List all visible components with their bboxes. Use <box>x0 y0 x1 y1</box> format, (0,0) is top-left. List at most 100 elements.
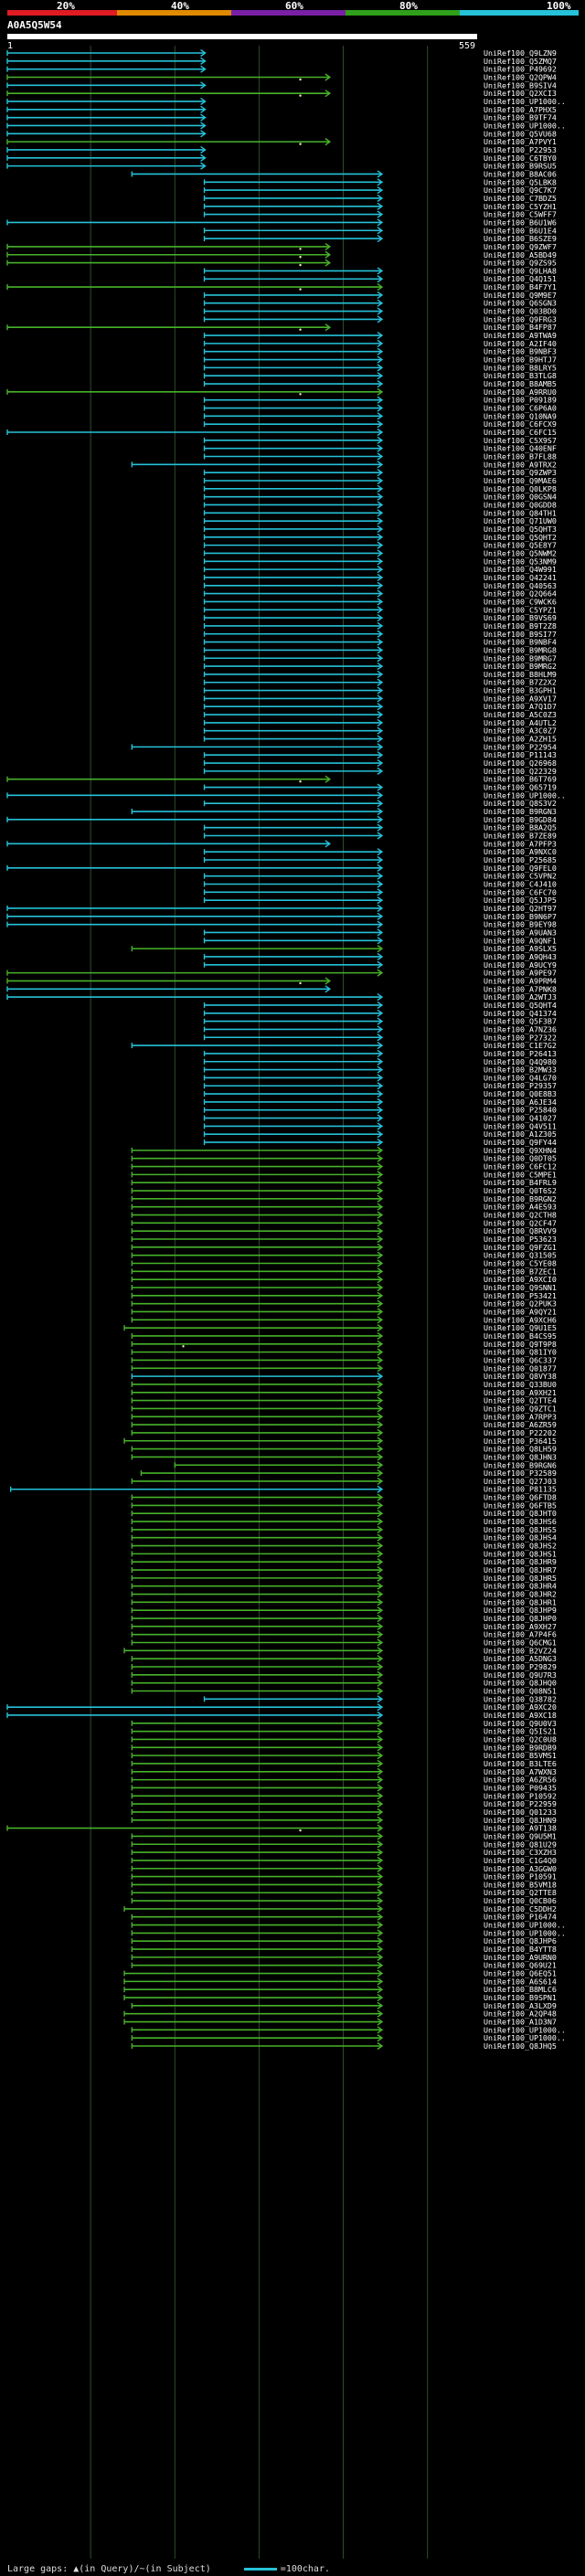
hit-label[interactable]: UniRef100_Q9LHA8 <box>484 266 557 275</box>
hit-label[interactable]: UniRef100_C6FC70 <box>484 887 557 896</box>
hit-row[interactable]: UniRef100_Q4LG70 <box>203 1073 557 1082</box>
hit-row[interactable]: UniRef100_Q9M9E7 <box>203 291 557 300</box>
hit-row[interactable]: UniRef100_Q9U0V3 <box>131 1719 557 1728</box>
hit-row[interactable]: UniRef100_C6FC70 <box>203 887 557 896</box>
hit-label[interactable]: UniRef100_UP1000.. <box>484 790 566 800</box>
hit-row[interactable]: UniRef100_Q8JHN3 <box>131 1452 557 1461</box>
hit-label[interactable]: UniRef100_C6FC12 <box>484 1162 557 1171</box>
hit-row[interactable]: UniRef100_Q53NM9 <box>203 557 557 566</box>
hit-label[interactable]: UniRef100_A2IF40 <box>484 339 557 348</box>
hit-label[interactable]: UniRef100_B9EY98 <box>484 920 557 929</box>
hit-row[interactable]: UniRef100_A9NXC0 <box>203 847 557 856</box>
hit-label[interactable]: UniRef100_Q9XHN4 <box>484 1146 557 1155</box>
hit-row[interactable]: UniRef100_A9TRX2 <box>131 460 557 469</box>
hit-row[interactable]: UniRef100_B3GPH1 <box>203 686 557 695</box>
hit-row[interactable]: UniRef100_Q2CF47 <box>131 1218 557 1227</box>
hit-label[interactable]: UniRef100_Q9FZG1 <box>484 1243 557 1252</box>
hit-row[interactable]: UniRef100_Q0GSN4 <box>203 493 557 502</box>
hit-label[interactable]: UniRef100_UP1000.. <box>484 97 566 106</box>
hit-row[interactable]: UniRef100_B9GD84 <box>6 815 557 824</box>
hit-row[interactable]: UniRef100_A9PE97 <box>6 969 557 978</box>
hit-row[interactable]: UniRef100_B6U1W6 <box>6 217 557 227</box>
hit-row[interactable]: UniRef100_Q2Q664 <box>203 589 557 599</box>
hit-label[interactable]: UniRef100_Q9M9E7 <box>484 291 557 300</box>
hit-row[interactable]: UniRef100_Q9LZN9 <box>6 48 557 58</box>
hit-label[interactable]: UniRef100_P53623 <box>484 1235 557 1244</box>
hit-row[interactable]: UniRef100_Q33BU0 <box>131 1380 557 1389</box>
hit-label[interactable]: UniRef100_P09189 <box>484 396 557 405</box>
hit-row[interactable]: UniRef100_C6TBY0 <box>6 154 557 163</box>
hit-label[interactable]: UniRef100_Q2PUK3 <box>484 1299 557 1309</box>
hit-label[interactable]: UniRef100_Q9MAE6 <box>484 476 557 485</box>
hit-label[interactable]: UniRef100_Q2Q664 <box>484 589 557 599</box>
hit-row[interactable]: UniRef100_A9XCH6 <box>131 1315 557 1324</box>
hit-row[interactable]: UniRef100_Q4Q980 <box>203 1057 557 1066</box>
hit-label[interactable]: UniRef100_A9XC18 <box>484 1711 557 1720</box>
hit-row[interactable]: UniRef100_Q8JHR5 <box>131 1574 557 1583</box>
hit-label[interactable]: UniRef100_A4UTL2 <box>484 718 557 727</box>
hit-label[interactable]: UniRef100_Q8JHP6 <box>484 1936 557 1945</box>
hit-label[interactable]: UniRef100_A9XCH6 <box>484 1315 557 1324</box>
hit-label[interactable]: UniRef100_P27322 <box>484 1033 557 1042</box>
hit-row[interactable]: UniRef100_A6S614 <box>123 1977 557 1986</box>
hit-label[interactable]: UniRef100_Q9T9P8 <box>484 1340 557 1349</box>
hit-label[interactable]: UniRef100_Q6EQ51 <box>484 1969 557 1978</box>
hit-row[interactable]: UniRef100_B8HLM9 <box>203 670 557 679</box>
hit-row[interactable]: UniRef100_B4FRL9 <box>131 1178 557 1187</box>
hit-row[interactable]: UniRef100_A4UTL2 <box>203 718 557 727</box>
hit-row[interactable]: UniRef100_B9SIV4 <box>6 80 557 90</box>
hit-label[interactable]: UniRef100_Q0LKP8 <box>484 484 557 493</box>
hit-label[interactable]: UniRef100_Q4Q980 <box>484 1057 557 1066</box>
hit-label[interactable]: UniRef100_B7FL88 <box>484 452 557 461</box>
hit-row[interactable]: UniRef100_Q8RVV9 <box>131 1226 557 1235</box>
hit-row[interactable]: UniRef100_UP1000.. <box>131 1928 566 1937</box>
hit-row[interactable]: UniRef100_Q2HT97 <box>6 904 557 913</box>
hit-row[interactable]: UniRef100_Q03BD0 <box>203 307 557 316</box>
hit-row[interactable]: UniRef100_A9QNF1 <box>203 936 557 945</box>
hit-row[interactable]: UniRef100_UP1000.. <box>131 2033 566 2042</box>
hit-row[interactable]: UniRef100_A2QP48 <box>123 2009 557 2019</box>
hit-row[interactable]: UniRef100_B9MRG7 <box>203 653 557 663</box>
hit-label[interactable]: UniRef100_Q9C7K7 <box>484 186 557 195</box>
hit-label[interactable]: UniRef100_Q9FRG3 <box>484 314 557 323</box>
hit-label[interactable]: UniRef100_UP1000.. <box>484 121 566 130</box>
hit-label[interactable]: UniRef100_B5VMS1 <box>484 1751 557 1760</box>
hit-row[interactable]: UniRef100_Q2TTE8 <box>131 1888 557 1897</box>
hit-row[interactable]: UniRef100_A5C0Z3 <box>203 710 557 719</box>
hit-label[interactable]: UniRef100_B2MW33 <box>484 1065 557 1075</box>
hit-row[interactable]: UniRef100_Q6FTB5 <box>131 1500 557 1510</box>
hit-label[interactable]: UniRef100_A9QH43 <box>484 952 557 961</box>
hit-row[interactable]: UniRef100_C1G4Q0 <box>131 1856 557 1865</box>
hit-label[interactable]: UniRef100_Q8JHS5 <box>484 1525 557 1534</box>
hit-row[interactable]: UniRef100_Q6CMG1 <box>131 1638 557 1648</box>
hit-label[interactable]: UniRef100_Q9LZN9 <box>484 48 557 58</box>
hit-label[interactable]: UniRef100_B8A2Q5 <box>484 823 557 832</box>
hit-row[interactable]: UniRef100_Q31505 <box>131 1251 557 1260</box>
hit-label[interactable]: UniRef100_A7PVY1 <box>484 137 557 146</box>
hit-row[interactable]: UniRef100_P27322 <box>203 1033 557 1042</box>
hit-row[interactable]: UniRef100_Q0CB06 <box>131 1896 557 1905</box>
hit-row[interactable]: UniRef100_P25685 <box>203 855 557 864</box>
hit-row[interactable]: UniRef100_A7P4F6 <box>131 1630 557 1639</box>
hit-row[interactable]: UniRef100_B4FP87 <box>6 323 557 332</box>
hit-row[interactable]: UniRef100_Q8JHS5 <box>131 1525 557 1534</box>
hit-row[interactable]: UniRef100_B8AC06 <box>131 169 557 178</box>
hit-row[interactable]: UniRef100_Q8JHN9 <box>131 1816 557 1825</box>
hit-row[interactable]: UniRef100_Q2XCI3 <box>6 89 557 98</box>
hit-row[interactable]: UniRef100_Q9SNN1 <box>131 1283 557 1292</box>
hit-label[interactable]: UniRef100_Q2TTE4 <box>484 1396 557 1405</box>
hit-row[interactable]: UniRef100_Q08N51 <box>131 1686 557 1695</box>
hit-row[interactable]: UniRef100_Q8JHP0 <box>131 1614 557 1623</box>
hit-row[interactable]: UniRef100_Q8JHS2 <box>131 1542 557 1551</box>
hit-label[interactable]: UniRef100_A7Q1D7 <box>484 702 557 711</box>
hit-label[interactable]: UniRef100_B9N6P7 <box>484 912 557 921</box>
hit-row[interactable]: UniRef100_A7PHX5 <box>6 105 557 114</box>
hit-label[interactable]: UniRef100_Q2TTE8 <box>484 1888 557 1897</box>
hit-row[interactable]: UniRef100_A9XH27 <box>131 1622 557 1631</box>
hit-label[interactable]: UniRef100_Q8S3V2 <box>484 799 557 808</box>
hit-label[interactable]: UniRef100_Q8JHR4 <box>484 1582 557 1591</box>
hit-label[interactable]: UniRef100_A9TWA9 <box>484 331 557 340</box>
hit-row[interactable]: UniRef100_C7BDZ5 <box>203 194 557 203</box>
hit-row[interactable]: UniRef100_Q4Q151 <box>203 274 557 283</box>
hit-row[interactable]: UniRef100_B9NBF3 <box>203 347 557 356</box>
